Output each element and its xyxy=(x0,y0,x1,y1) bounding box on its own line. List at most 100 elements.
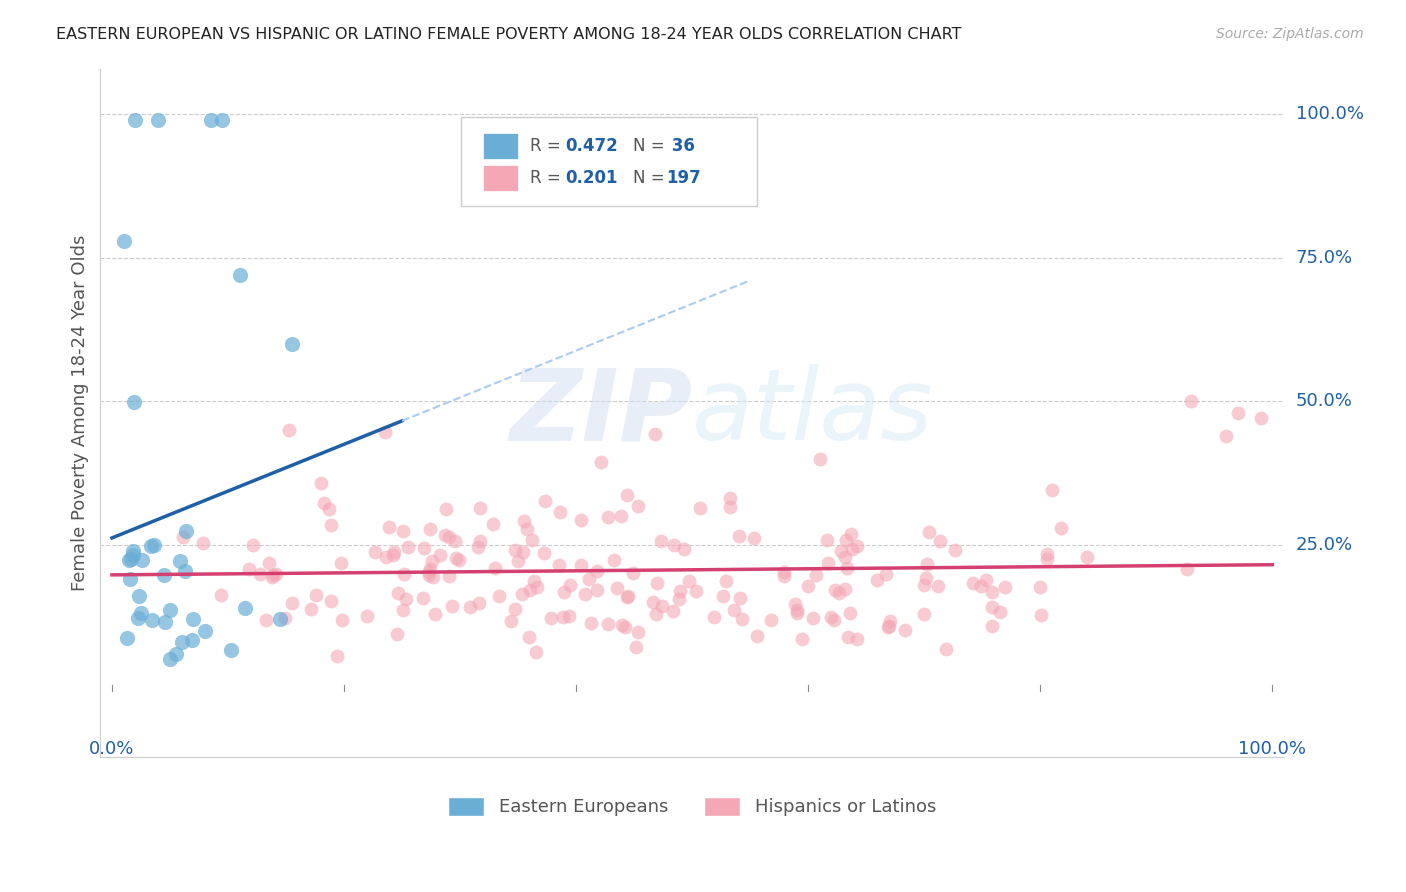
Point xyxy=(281,596,304,610)
Point xyxy=(837,630,859,644)
Point xyxy=(375,549,398,564)
Point xyxy=(228,268,250,282)
Point xyxy=(159,603,181,617)
Point xyxy=(714,574,737,588)
Point xyxy=(571,513,593,527)
Point xyxy=(281,337,304,351)
Point xyxy=(533,545,555,559)
Point xyxy=(586,564,609,578)
Point xyxy=(433,528,456,542)
Point xyxy=(553,585,575,599)
Point xyxy=(614,620,637,634)
Point xyxy=(238,562,260,576)
Point xyxy=(685,584,707,599)
Point xyxy=(1029,607,1052,622)
Point xyxy=(181,632,204,647)
Point xyxy=(627,499,650,513)
Point xyxy=(866,573,889,587)
Point xyxy=(274,611,297,625)
Text: Source: ZipAtlas.com: Source: ZipAtlas.com xyxy=(1216,27,1364,41)
Point xyxy=(173,564,195,578)
Text: 0.0%: 0.0% xyxy=(89,739,135,757)
Point xyxy=(612,618,634,632)
Point xyxy=(553,610,575,624)
Point xyxy=(606,581,628,595)
Point xyxy=(122,548,145,562)
Point xyxy=(260,570,283,584)
Point xyxy=(534,494,557,508)
Point xyxy=(512,545,534,559)
Point xyxy=(689,501,711,516)
Point xyxy=(820,610,842,624)
Point xyxy=(718,491,741,506)
Point xyxy=(596,510,619,524)
Point xyxy=(1040,483,1063,498)
Point xyxy=(392,603,415,617)
Point xyxy=(356,609,378,624)
Point xyxy=(627,624,650,639)
Point xyxy=(141,539,163,553)
Point xyxy=(392,567,415,582)
Point xyxy=(927,579,949,593)
Point xyxy=(839,527,862,541)
Point xyxy=(441,599,464,613)
Point xyxy=(598,617,620,632)
Text: 100.0%: 100.0% xyxy=(1239,739,1306,757)
Point xyxy=(970,579,993,593)
Point xyxy=(1036,547,1059,561)
Point xyxy=(148,113,170,128)
Point xyxy=(728,591,751,605)
Point xyxy=(153,615,176,630)
Point xyxy=(447,553,470,567)
Point xyxy=(519,582,541,597)
Point xyxy=(209,588,232,602)
Point xyxy=(558,578,581,592)
Point xyxy=(540,611,562,625)
Point xyxy=(579,616,602,631)
Point xyxy=(120,572,142,586)
Text: atlas: atlas xyxy=(692,364,934,461)
Point xyxy=(169,553,191,567)
Point xyxy=(641,595,664,609)
Point xyxy=(458,600,481,615)
Point xyxy=(382,548,405,562)
Point xyxy=(172,530,194,544)
Point xyxy=(141,613,163,627)
Point xyxy=(468,534,491,549)
Point xyxy=(797,579,820,593)
Point xyxy=(235,600,257,615)
Point xyxy=(387,627,409,641)
Point xyxy=(437,530,460,544)
Text: ZIP: ZIP xyxy=(509,364,692,461)
Text: 36: 36 xyxy=(666,137,695,155)
Point xyxy=(918,525,941,540)
Point xyxy=(299,602,322,616)
Point xyxy=(773,569,796,583)
Point xyxy=(481,517,503,532)
Point xyxy=(981,619,1004,633)
Point xyxy=(980,585,1002,599)
Point xyxy=(262,568,284,582)
Point xyxy=(468,596,491,610)
FancyBboxPatch shape xyxy=(461,117,758,206)
Point xyxy=(508,554,530,568)
Point xyxy=(513,515,536,529)
Point xyxy=(808,451,831,466)
Point xyxy=(817,556,839,570)
Point xyxy=(668,592,690,607)
Point xyxy=(935,641,957,656)
Point xyxy=(321,517,343,532)
Point xyxy=(981,599,1004,614)
Point xyxy=(830,544,852,558)
Point xyxy=(894,623,917,637)
Point xyxy=(1250,411,1272,425)
Point xyxy=(395,592,418,607)
Point xyxy=(211,113,233,128)
Point xyxy=(723,603,745,617)
Point xyxy=(839,607,862,621)
Point xyxy=(470,500,492,515)
Text: EASTERN EUROPEAN VS HISPANIC OR LATINO FEMALE POVERTY AMONG 18-24 YEAR OLDS CORR: EASTERN EUROPEAN VS HISPANIC OR LATINO F… xyxy=(56,27,962,42)
Point xyxy=(718,500,741,514)
Point xyxy=(364,545,387,559)
Point xyxy=(804,567,827,582)
